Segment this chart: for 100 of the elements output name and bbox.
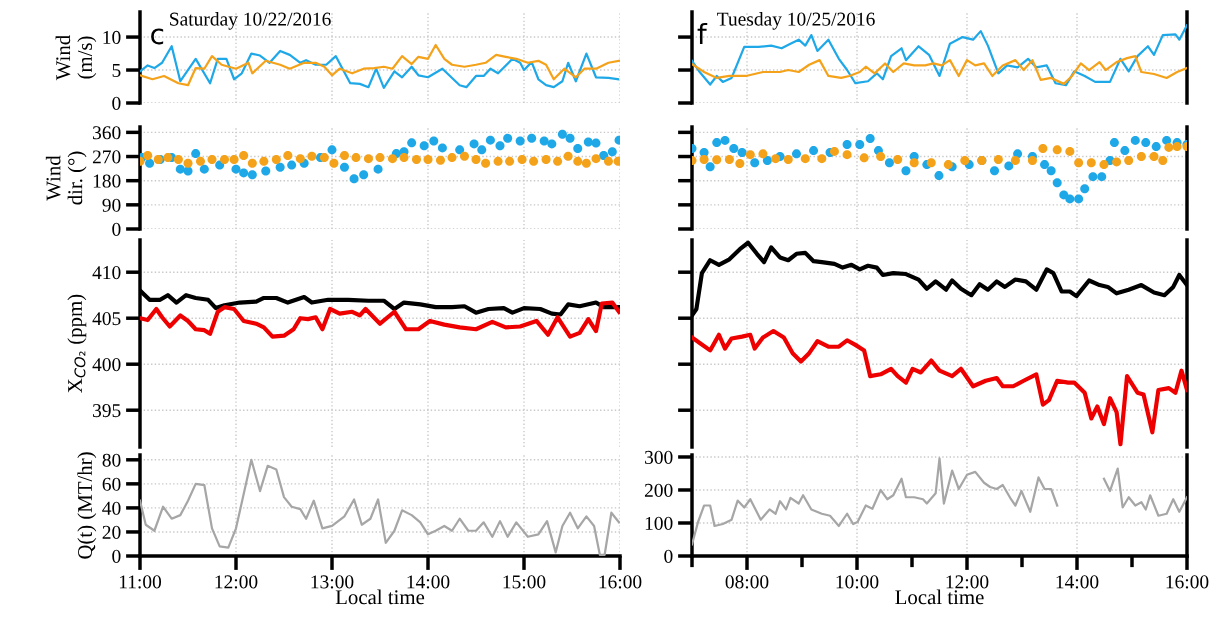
point [447, 153, 457, 163]
point [1109, 138, 1119, 148]
y-tick-label: 360 [93, 126, 121, 140]
point [705, 162, 715, 172]
point [319, 153, 329, 163]
point [229, 154, 239, 164]
point [1151, 142, 1161, 152]
annotation: f [697, 22, 708, 45]
point [901, 166, 911, 176]
point [219, 154, 229, 164]
point [215, 160, 225, 170]
point [1097, 172, 1107, 182]
point [607, 147, 617, 157]
point [1065, 146, 1075, 156]
point [712, 155, 722, 165]
point [183, 158, 193, 168]
point [573, 143, 583, 153]
point [1162, 135, 1172, 145]
point [295, 154, 305, 164]
point [573, 156, 583, 166]
point [363, 154, 373, 164]
point [1004, 161, 1014, 171]
point [783, 154, 793, 164]
point [909, 158, 919, 168]
x-axis-title: Local time [895, 589, 984, 605]
point [271, 154, 281, 164]
x-tick-label: 15:00 [503, 575, 546, 589]
point [750, 158, 760, 168]
point [349, 174, 359, 184]
point [817, 154, 827, 164]
point [842, 139, 852, 149]
point [419, 141, 429, 151]
point [239, 168, 249, 178]
point [339, 162, 349, 172]
point [485, 135, 495, 145]
point [529, 156, 539, 166]
point [399, 153, 409, 163]
y-tick-label: 0 [112, 96, 121, 110]
point [1130, 135, 1140, 145]
point [581, 158, 591, 168]
point [477, 145, 487, 155]
y-tick-label: 300 [645, 450, 673, 464]
point [469, 139, 479, 149]
y-tick-label: 5 [112, 64, 121, 77]
point [565, 133, 575, 143]
point [339, 150, 349, 160]
point [429, 136, 439, 146]
point [261, 166, 271, 176]
y-tick-label: 180 [93, 174, 121, 188]
point [735, 159, 745, 169]
point [493, 156, 503, 166]
point [800, 154, 810, 164]
point [195, 156, 205, 166]
point [1158, 156, 1168, 166]
point [527, 133, 537, 143]
point [876, 152, 886, 162]
point [173, 154, 183, 164]
point [541, 154, 551, 164]
point [247, 158, 257, 168]
point [934, 171, 944, 181]
point [503, 133, 513, 143]
point [1038, 143, 1048, 153]
point [1052, 145, 1062, 155]
y-tick-label: 0 [112, 549, 121, 563]
point [865, 134, 875, 144]
point [603, 156, 613, 166]
point [199, 164, 209, 174]
point [1010, 156, 1020, 166]
point [247, 170, 257, 180]
point [1149, 152, 1159, 162]
point [737, 148, 747, 157]
point [459, 151, 469, 161]
point [829, 146, 839, 156]
point [207, 154, 217, 164]
point [437, 143, 447, 153]
point [1088, 172, 1098, 182]
point [495, 141, 505, 151]
point [351, 153, 361, 163]
point [792, 149, 801, 159]
y-tick-label: 90 [102, 198, 121, 212]
y-tick-label: 100 [645, 516, 673, 530]
point [143, 150, 153, 160]
point [1080, 184, 1090, 194]
x-tick-label: 12:00 [215, 575, 258, 589]
point [515, 136, 525, 146]
point [591, 138, 601, 148]
x-tick-label: 14:00 [407, 575, 450, 589]
point [1086, 158, 1096, 168]
annotation: c [151, 28, 164, 45]
point [745, 150, 755, 160]
x-tick-label: 16:00 [1166, 575, 1209, 589]
point [547, 139, 557, 149]
point [329, 158, 339, 168]
x-tick-label: 14:00 [1056, 575, 1099, 589]
point [993, 154, 1003, 164]
point [539, 136, 549, 146]
point [1074, 158, 1084, 168]
line-series [140, 300, 620, 339]
point [591, 154, 601, 164]
point [1065, 194, 1075, 204]
